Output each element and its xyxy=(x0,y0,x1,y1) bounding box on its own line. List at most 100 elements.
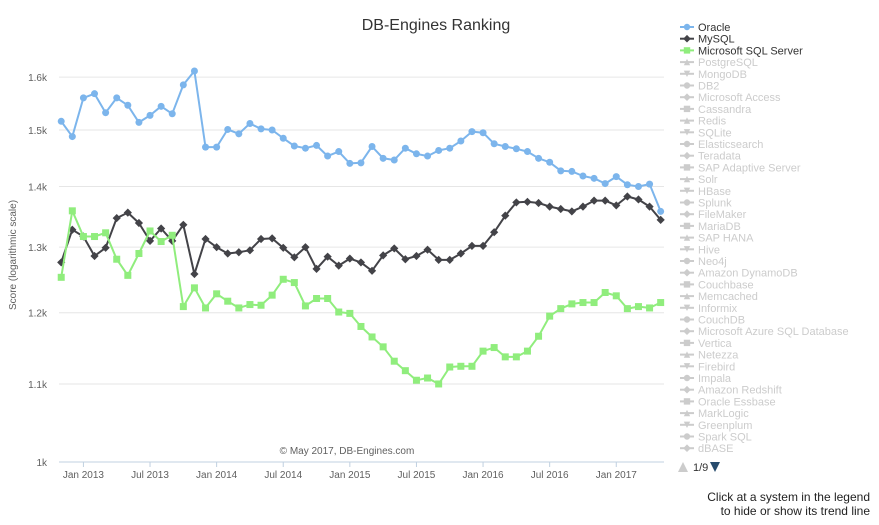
data-point xyxy=(556,204,565,214)
legend-item-amazon-dynamodb[interactable]: Amazon DynamoDB xyxy=(680,268,798,280)
legend-label: SAP HANA xyxy=(698,233,754,245)
legend-label: Oracle xyxy=(698,22,730,34)
legend-item-impala[interactable]: Impala xyxy=(680,373,732,385)
data-point xyxy=(290,279,298,287)
legend-marker-icon xyxy=(683,151,691,160)
legend-marker-icon xyxy=(683,409,691,417)
legend-marker-icon xyxy=(683,34,691,43)
legend-marker-icon xyxy=(683,93,691,101)
x-tick-label: Jan 2017 xyxy=(596,470,638,481)
data-point xyxy=(202,143,210,151)
legend-item-splunk[interactable]: Splunk xyxy=(680,198,732,210)
legend-item-dbase[interactable]: dBASE xyxy=(680,443,733,455)
data-point xyxy=(612,173,620,181)
legend-item-memcached[interactable]: Memcached xyxy=(680,291,758,303)
data-point xyxy=(356,258,366,267)
legend-label: Teradata xyxy=(698,151,742,163)
legend-item-spark-sql[interactable]: Spark SQL xyxy=(680,432,752,444)
pager-prev-icon[interactable] xyxy=(678,462,688,472)
legend-item-sap-adaptive-server[interactable]: SAP Adaptive Server xyxy=(680,162,801,174)
legend-item-vertica[interactable]: Vertica xyxy=(680,338,733,350)
legend-item-firebird[interactable]: Firebird xyxy=(680,361,735,373)
pager-label: 1/9 xyxy=(693,462,708,474)
legend-marker-icon xyxy=(683,444,691,452)
data-point xyxy=(601,196,610,205)
data-point xyxy=(245,246,255,255)
legend-item-informix[interactable]: Informix xyxy=(680,303,738,315)
x-tick-label: Jul 2013 xyxy=(131,470,169,481)
data-point xyxy=(434,255,443,264)
legend-label: MongoDB xyxy=(698,69,747,81)
y-tick-label: 1.5k xyxy=(28,126,48,137)
data-point xyxy=(334,261,343,270)
legend-item-microsoft-access[interactable]: Microsoft Access xyxy=(680,92,781,104)
legend-item-microsoft-sql-server[interactable]: Microsoft SQL Server xyxy=(680,45,803,57)
legend-item-hbase[interactable]: HBase xyxy=(680,186,731,198)
data-point xyxy=(146,111,154,119)
data-point xyxy=(290,142,298,150)
legend-item-amazon-redshift[interactable]: Amazon Redshift xyxy=(680,385,782,397)
data-point xyxy=(256,234,266,244)
legend-item-mariadb[interactable]: MariaDB xyxy=(680,221,741,233)
legend-item-marklogic[interactable]: MarkLogic xyxy=(680,408,749,420)
y-tick-label: 1.2k xyxy=(28,309,48,320)
legend-label: Microsoft Azure SQL Database xyxy=(698,326,849,338)
data-point xyxy=(113,255,121,263)
legend-item-sap-hana[interactable]: SAP HANA xyxy=(680,233,754,245)
legend-item-oracle[interactable]: Oracle xyxy=(680,22,730,34)
legend-item-hive[interactable]: Hive xyxy=(680,244,720,256)
data-point xyxy=(212,243,221,252)
data-point xyxy=(457,137,465,145)
data-point xyxy=(268,234,277,243)
data-point xyxy=(246,301,254,309)
legend-item-couchdb[interactable]: CouchDB xyxy=(680,315,745,327)
y-tick-label: 1.1k xyxy=(28,380,48,391)
legend-item-neo4j[interactable]: Neo4j xyxy=(680,256,727,268)
data-point xyxy=(367,266,377,275)
legend-item-greenplum[interactable]: Greenplum xyxy=(680,420,752,432)
legend-item-filemaker[interactable]: FileMaker xyxy=(680,209,747,221)
data-point xyxy=(190,284,198,292)
pager-next-icon[interactable] xyxy=(710,462,720,472)
data-point xyxy=(224,125,232,133)
data-point xyxy=(379,343,387,351)
legend-marker-icon xyxy=(683,164,691,171)
legend-marker-icon xyxy=(683,374,691,382)
data-point xyxy=(435,146,443,154)
data-point xyxy=(335,308,343,316)
data-point xyxy=(312,264,321,273)
data-point xyxy=(578,202,588,211)
data-point xyxy=(301,302,309,310)
legend-item-redis[interactable]: Redis xyxy=(680,116,727,128)
y-tick-label: 1.4k xyxy=(28,182,48,193)
data-point xyxy=(135,249,143,257)
legend-item-netezza[interactable]: Netezza xyxy=(680,350,739,362)
legend-marker-icon xyxy=(683,210,691,218)
data-point xyxy=(91,233,99,241)
data-point xyxy=(546,312,554,320)
data-point xyxy=(512,353,520,361)
legend-item-sqlite[interactable]: SQLite xyxy=(680,127,732,139)
legend-item-solr[interactable]: Solr xyxy=(680,174,718,186)
data-point xyxy=(257,301,265,309)
legend-item-oracle-essbase[interactable]: Oracle Essbase xyxy=(680,396,776,408)
legend-label: Oracle Essbase xyxy=(698,396,776,408)
legend-label: Memcached xyxy=(698,291,758,303)
legend-item-couchbase[interactable]: Couchbase xyxy=(680,279,754,291)
legend-item-mongodb[interactable]: MongoDB xyxy=(680,69,747,81)
data-point xyxy=(601,180,609,188)
legend-marker-icon xyxy=(683,187,691,194)
legend-item-cassandra[interactable]: Cassandra xyxy=(680,104,752,116)
legend-pager: 1/9 xyxy=(678,462,720,474)
legend-marker-icon xyxy=(683,70,691,77)
legend-item-teradata[interactable]: Teradata xyxy=(680,151,742,163)
legend-item-db2[interactable]: DB2 xyxy=(680,81,719,93)
data-point xyxy=(424,152,432,160)
legend-item-elasticsearch[interactable]: Elasticsearch xyxy=(680,139,763,151)
legend-item-microsoft-azure-sql-database[interactable]: Microsoft Azure SQL Database xyxy=(680,326,849,338)
legend-item-mysql[interactable]: MySQL xyxy=(680,34,735,46)
data-point xyxy=(579,299,587,307)
legend-item-postgresql[interactable]: PostgreSQL xyxy=(680,57,758,69)
legend-label: PostgreSQL xyxy=(698,57,758,69)
